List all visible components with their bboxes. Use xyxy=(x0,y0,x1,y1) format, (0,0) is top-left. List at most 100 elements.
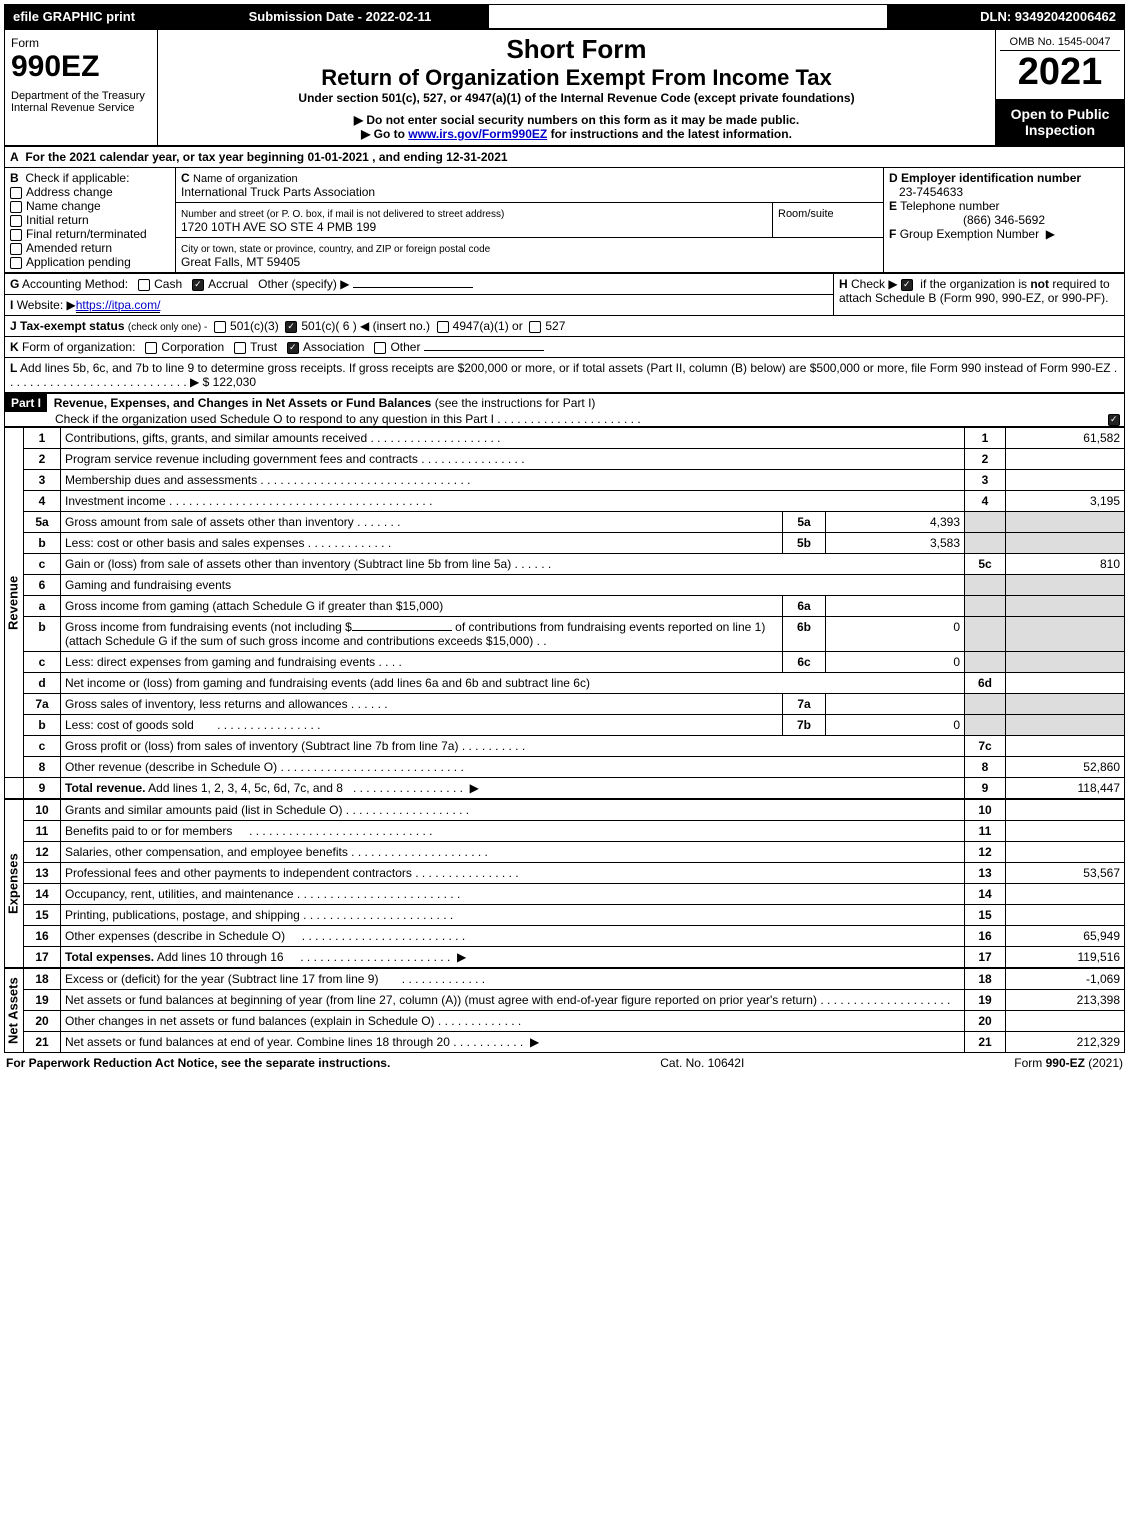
section-c-city: City or town, state or province, country… xyxy=(176,238,884,273)
line-5c-amount: 810 xyxy=(1006,554,1125,575)
title-box: Short Form Return of Organization Exempt… xyxy=(158,30,996,146)
line-21-desc: Net assets or fund balances at end of ye… xyxy=(61,1032,965,1053)
line-6c-desc: Less: direct expenses from gaming and fu… xyxy=(61,652,783,673)
line-3-desc: Membership dues and assessments . . . . … xyxy=(61,470,965,491)
line-13-desc: Professional fees and other payments to … xyxy=(61,863,965,884)
amended-return-checkbox[interactable] xyxy=(10,243,22,255)
gross-receipts: 122,030 xyxy=(213,375,256,389)
section-a-k: A For the 2021 calendar year, or tax yea… xyxy=(4,146,1125,273)
line-a: For the 2021 calendar year, or tax year … xyxy=(25,150,507,164)
line-17-desc: Total expenses. Add lines 10 through 16 … xyxy=(61,947,965,968)
expenses-table: Expenses 10 Grants and similar amounts p… xyxy=(4,799,1125,968)
part1-header: Part I Revenue, Expenses, and Changes in… xyxy=(4,393,1125,427)
other-org-checkbox[interactable] xyxy=(374,342,386,354)
line-9-desc: Total revenue. Add lines 1, 2, 3, 4, 5c,… xyxy=(61,778,965,799)
line-17-amount: 119,516 xyxy=(1006,947,1125,968)
line-20-desc: Other changes in net assets or fund bala… xyxy=(61,1011,965,1032)
line-19-amount: 213,398 xyxy=(1006,990,1125,1011)
page-footer: For Paperwork Reduction Act Notice, see … xyxy=(4,1053,1125,1073)
net-assets-table: Net Assets 18 Excess or (deficit) for th… xyxy=(4,968,1125,1053)
line-7b-desc: Less: cost of goods sold . . . . . . . .… xyxy=(61,715,783,736)
year-box: OMB No. 1545-0047 2021 xyxy=(996,30,1125,100)
application-pending-checkbox[interactable] xyxy=(10,257,22,269)
trust-checkbox[interactable] xyxy=(234,342,246,354)
form-ref: Form 990-EZ (2021) xyxy=(1014,1056,1123,1070)
form-word: Form xyxy=(11,36,151,50)
line-8-amount: 52,860 xyxy=(1006,757,1125,778)
initial-return-checkbox[interactable] xyxy=(10,215,22,227)
street-address: 1720 10TH AVE SO STE 4 PMB 199 xyxy=(181,220,376,234)
line-13-amount: 53,567 xyxy=(1006,863,1125,884)
revenue-vertical-label: Revenue xyxy=(5,428,24,778)
line-6a-desc: Gross income from gaming (attach Schedul… xyxy=(61,596,783,617)
line-21-amount: 212,329 xyxy=(1006,1032,1125,1053)
line-5a-desc: Gross amount from sale of assets other t… xyxy=(61,512,783,533)
line-1-desc: Contributions, gifts, grants, and simila… xyxy=(61,428,965,449)
cat-number: Cat. No. 10642I xyxy=(660,1056,744,1070)
org-name: International Truck Parts Association xyxy=(181,185,375,199)
final-return-checkbox[interactable] xyxy=(10,229,22,241)
short-form-title: Short Form xyxy=(162,34,991,65)
section-c-address: Number and street (or P. O. box, if mail… xyxy=(176,203,773,238)
line-8-desc: Other revenue (describe in Schedule O) .… xyxy=(61,757,965,778)
line-16-amount: 65,949 xyxy=(1006,926,1125,947)
top-bar: efile GRAPHIC print Submission Date - 20… xyxy=(4,4,1125,29)
schedule-b-checkbox[interactable] xyxy=(901,279,913,291)
line-14-desc: Occupancy, rent, utilities, and maintena… xyxy=(61,884,965,905)
line-12-desc: Salaries, other compensation, and employ… xyxy=(61,842,965,863)
line-9-amount: 118,447 xyxy=(1006,778,1125,799)
line-7a-desc: Gross sales of inventory, less returns a… xyxy=(61,694,783,715)
4947-checkbox[interactable] xyxy=(437,321,449,333)
omb-number: OMB No. 1545-0047 xyxy=(1000,34,1120,51)
line-5b-amount: 3,583 xyxy=(826,533,965,554)
irs-link[interactable]: www.irs.gov/Form990EZ xyxy=(408,127,547,141)
line-6c-amount: 0 xyxy=(826,652,965,673)
assoc-checkbox[interactable] xyxy=(287,342,299,354)
line-5b-desc: Less: cost or other basis and sales expe… xyxy=(61,533,783,554)
527-checkbox[interactable] xyxy=(529,321,541,333)
tax-year: 2021 xyxy=(1000,51,1120,94)
name-change-checkbox[interactable] xyxy=(10,201,22,213)
efile-label: efile GRAPHIC print xyxy=(5,5,192,29)
form-header: Form 990EZ Department of the Treasury In… xyxy=(4,29,1125,146)
line-16-desc: Other expenses (describe in Schedule O) … xyxy=(61,926,965,947)
dln: DLN: 93492042006462 xyxy=(888,5,1125,29)
paperwork-notice: For Paperwork Reduction Act Notice, see … xyxy=(6,1056,390,1070)
501c3-checkbox[interactable] xyxy=(214,321,226,333)
line-6d-desc: Net income or (loss) from gaming and fun… xyxy=(61,673,965,694)
schedule-o-checkbox[interactable] xyxy=(1108,414,1120,426)
topbar-spacer xyxy=(489,5,888,29)
net-assets-vertical-label: Net Assets xyxy=(5,969,24,1053)
accrual-checkbox[interactable] xyxy=(192,279,204,291)
website-link[interactable]: https://itpa.com/ xyxy=(76,298,161,313)
section-d-e-f: D Employer identification number 23-7454… xyxy=(884,168,1125,273)
section-c-name: C Name of organization International Tru… xyxy=(176,168,884,203)
line-18-amount: -1,069 xyxy=(1006,969,1125,990)
501c-checkbox[interactable] xyxy=(285,321,297,333)
cash-checkbox[interactable] xyxy=(138,279,150,291)
line-15-desc: Printing, publications, postage, and shi… xyxy=(61,905,965,926)
section-g-l: G Accounting Method: Cash Accrual Other … xyxy=(4,273,1125,393)
form-number-box: Form 990EZ Department of the Treasury In… xyxy=(5,30,158,146)
corp-checkbox[interactable] xyxy=(145,342,157,354)
line-6b-desc: Gross income from fundraising events (no… xyxy=(61,617,783,652)
line-7b-amount: 0 xyxy=(826,715,965,736)
line-4-desc: Investment income . . . . . . . . . . . … xyxy=(61,491,965,512)
line-1-amount: 61,582 xyxy=(1006,428,1125,449)
line-6-desc: Gaming and fundraising events xyxy=(61,575,965,596)
line-5a-amount: 4,393 xyxy=(826,512,965,533)
line-18-desc: Excess or (deficit) for the year (Subtra… xyxy=(61,969,965,990)
form-number: 990EZ xyxy=(11,50,151,84)
expenses-vertical-label: Expenses xyxy=(5,800,24,968)
ssn-warning: Do not enter social security numbers on … xyxy=(366,113,799,127)
line-2-desc: Program service revenue including govern… xyxy=(61,449,965,470)
line-6b-amount: 0 xyxy=(826,617,965,652)
ein: 23-7454633 xyxy=(899,185,963,199)
line-5c-desc: Gain or (loss) from sale of assets other… xyxy=(61,554,965,575)
irs: Internal Revenue Service xyxy=(11,102,151,114)
open-public-inspection: Open to Public Inspection xyxy=(996,100,1125,146)
part1-label: Part I xyxy=(5,394,47,412)
return-title: Return of Organization Exempt From Incom… xyxy=(162,65,991,91)
submission-date: Submission Date - 2022-02-11 xyxy=(192,5,489,29)
address-change-checkbox[interactable] xyxy=(10,187,22,199)
